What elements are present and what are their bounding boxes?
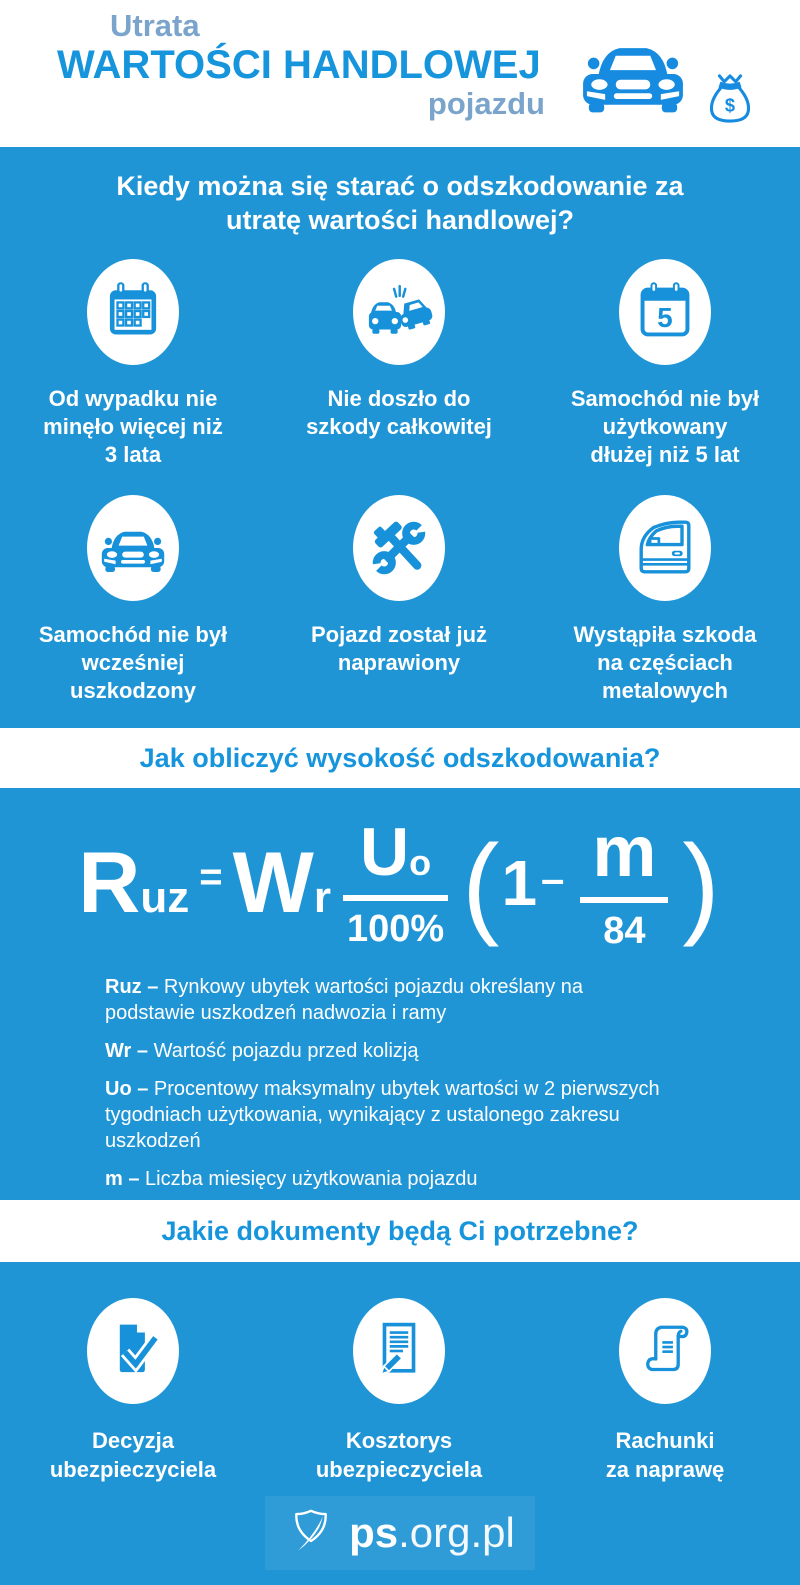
document-check-icon [119, 1324, 160, 1374]
title-line-2: WARTOŚCI HANDLOWEJ [57, 43, 541, 87]
section1-heading: Kiedy można się starać o odszkodowanie z… [116, 171, 684, 235]
criteria-row-2: Samochód nie był wcześniej uszkodzony [0, 495, 800, 705]
section-formula-band: Jak obliczyć wysokość odszkodowania? [0, 728, 800, 788]
formula-open-paren: ( [462, 821, 500, 947]
page-title: Utrata WARTOŚCI HANDLOWEJ pojazdu [57, 8, 545, 122]
car-icon [583, 48, 683, 113]
car-crash-icon [368, 284, 433, 334]
formula-close-paren: ) [682, 821, 720, 947]
tools-icon [364, 516, 434, 580]
legend-item: Ruz – Rynkowy ubytek wartości pojazdu ok… [105, 976, 584, 1024]
section3-heading: Jakie dokumenty będą Ci potrzebne? [161, 1215, 639, 1246]
document-item: Decyzja ubezpieczyciela [0, 1298, 266, 1484]
criteria-item: Nie doszło do szkody całkowitej [266, 259, 532, 469]
formula: Ruz = Wr Uo 100% ( 1 – m 84 ) [0, 788, 800, 958]
section-when-to-claim: Kiedy można się starać o odszkodowanie z… [0, 147, 800, 728]
formula-ruz: Ruz [78, 835, 190, 931]
formula-wr: Wr [232, 835, 331, 931]
document-pencil-icon [379, 1322, 416, 1376]
dollar-sign: $ [725, 94, 735, 115]
formula-one: 1 [501, 847, 538, 919]
criteria-caption: Pojazd został już naprawiony [310, 622, 488, 675]
formula-fraction-m: m 84 [580, 816, 669, 950]
criteria-caption: Wystąpiła szkoda na częściach metalowych [573, 622, 757, 703]
criteria-caption: Samochód nie był użytkowany dłużej niż 5… [570, 386, 760, 467]
title-line-3: pojazdu [427, 86, 545, 121]
formula-minus: – [541, 855, 565, 902]
calendar-5-icon: 5 [640, 282, 690, 337]
documents-row: Decyzja ubezpieczyciela [0, 1262, 800, 1484]
legend-item: Uo – Procentowy maksymalny ubytek wartoś… [105, 1078, 660, 1152]
formula-legend: Ruz – Rynkowy ubytek wartości pojazdu ok… [105, 974, 750, 1192]
legend-item: m – Liczba miesięcy użytkowania pojazdu [105, 1168, 478, 1190]
footer: ps.org.pl [0, 1496, 800, 1570]
criteria-caption: Nie doszło do szkody całkowitej [306, 386, 492, 439]
document-caption: Rachunki za naprawę [605, 1428, 725, 1482]
criteria-item: Wystąpiła szkoda na częściach metalowych [532, 495, 798, 705]
calendar-icon [109, 282, 157, 335]
document-caption: Decyzja ubezpieczyciela [49, 1428, 217, 1482]
criteria-item: Samochód nie był wcześniej uszkodzony [0, 495, 266, 705]
criteria-item: Od wypadku nie minęło więcej niż 3 lata [0, 259, 266, 469]
receipt-scroll-icon [646, 1325, 689, 1372]
criteria-item: 5 Samochód nie był użytkowany dłużej niż… [532, 259, 798, 469]
section-documents: Decyzja ubezpieczyciela [0, 1262, 800, 1585]
title-line-1: Utrata [110, 8, 200, 43]
formula-equals: = [199, 854, 223, 899]
criteria-caption: Samochód nie był wcześniej uszkodzony [38, 622, 228, 703]
car-door-icon [639, 520, 691, 574]
calendar-badge-5: 5 [657, 302, 672, 333]
section-formula: Ruz = Wr Uo 100% ( 1 – m 84 ) Ruz – Rynk… [0, 788, 800, 1200]
header: Utrata WARTOŚCI HANDLOWEJ pojazdu [0, 0, 800, 147]
logo: ps.org.pl [265, 1496, 535, 1570]
formula-fraction-uo: Uo 100% [342, 818, 449, 948]
document-item: Kosztorys ubezpieczyciela [266, 1298, 532, 1484]
criteria-row-1: Od wypadku nie minęło więcej niż 3 lata [0, 259, 800, 469]
shield-icon [295, 1509, 327, 1551]
criteria-item: Pojazd został już naprawiony [266, 495, 532, 705]
criteria-caption: Od wypadku nie minęło więcej niż 3 lata [43, 386, 223, 467]
section2-heading: Jak obliczyć wysokość odszkodowania? [139, 742, 661, 773]
section-documents-band: Jakie dokumenty będą Ci potrzebne? [0, 1200, 800, 1262]
legend-item: Wr – Wartość pojazdu przed kolizją [105, 1040, 419, 1062]
car-front-icon [101, 531, 165, 572]
logo-text: ps.org.pl [349, 1509, 515, 1556]
money-bag-icon: $ [709, 74, 751, 123]
document-item: Rachunki za naprawę [532, 1298, 798, 1484]
document-caption: Kosztorys ubezpieczyciela [315, 1428, 483, 1482]
